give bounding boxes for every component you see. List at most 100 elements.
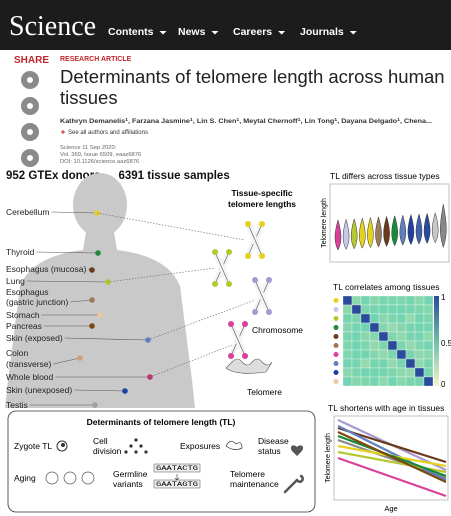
heatmap-cell (369, 340, 380, 351)
colorbar (434, 296, 439, 386)
heatmap-cell (387, 376, 398, 387)
axis-label: Age (384, 504, 397, 513)
heatmap-cell (369, 358, 380, 369)
heatmap-cell (369, 331, 380, 342)
heatmap-cell (342, 367, 353, 378)
author-affiliation: 1 (236, 117, 239, 122)
chromosome-outline (214, 251, 230, 285)
share-icon-glyph (27, 103, 33, 109)
heatmap-cell (360, 313, 371, 324)
colorbar-label: 1 (441, 293, 446, 302)
author-name: Dayana Delgado (341, 118, 397, 125)
tissue-leader (36, 251, 99, 254)
heatmap-cell (360, 376, 371, 387)
colorbar-label: 0 (441, 380, 446, 389)
nav-item[interactable]: Careers (233, 26, 272, 38)
share-icon-glyph (27, 129, 33, 135)
heatmap-cell (405, 295, 416, 306)
author-name: Farzana Jasmine (132, 118, 191, 125)
heatmap-cell (405, 358, 416, 369)
heatmap-cell (423, 376, 434, 387)
heatmap-cell (378, 322, 389, 333)
heatmap-cell (423, 340, 434, 351)
telomere-cap (252, 277, 258, 283)
tissue-leader (70, 299, 93, 303)
telomere-cap (226, 249, 232, 255)
heatmap-cell (342, 313, 353, 324)
author-name: Chena... (404, 118, 432, 125)
heatmap-cell (423, 295, 434, 306)
nav-caret (349, 31, 357, 35)
heatmap-cell (405, 376, 416, 387)
heatmap-cell (360, 331, 371, 342)
telomere-cap (212, 281, 218, 287)
heatmap-cell (414, 304, 425, 315)
author-affiliation: 1 (397, 117, 400, 122)
telomere-cap (266, 309, 272, 315)
heatmap-cell (369, 313, 380, 324)
heatmap-cell (396, 313, 407, 324)
logo[interactable]: Science (9, 11, 96, 42)
author-affiliation: 1 (298, 117, 301, 122)
tissue-leader (64, 337, 149, 341)
tissue-dot (89, 267, 95, 273)
determinant-label: Germline (113, 469, 148, 479)
article-title: tissues (60, 87, 118, 108)
heatmap-row-dot (333, 361, 339, 366)
chromosome-label: Chromosome (252, 325, 303, 335)
violin (383, 215, 390, 247)
heart-icon (290, 445, 304, 456)
tissue-leader (53, 357, 81, 365)
tissue-title: Tissue-specific (231, 188, 293, 198)
panel-title: TL shortens with age in tissues (328, 403, 444, 413)
author-separator: , (239, 118, 243, 125)
heatmap-cell (360, 295, 371, 306)
colorbar-label: 0.5 (441, 339, 451, 348)
heatmap-cell (342, 295, 353, 306)
heatmap-cell (414, 349, 425, 360)
heatmap-row-dot (333, 370, 339, 375)
determinant-label: division (93, 446, 122, 456)
determinant-label: Aging (14, 473, 36, 483)
nav-item[interactable]: Journals (300, 26, 344, 38)
heatmap-cell (405, 367, 416, 378)
violin (399, 214, 407, 246)
nav-item[interactable]: News (178, 26, 206, 38)
heatmap-cell (405, 322, 416, 333)
heatmap-cell (378, 331, 389, 342)
heatmap-cell (342, 376, 353, 387)
heatmap-cell (378, 349, 389, 360)
heatmap-cell (387, 304, 398, 315)
see-all[interactable]: See all authors and affiliations (68, 130, 148, 136)
tissue-title: telomere lengths (228, 199, 296, 209)
violin (440, 204, 447, 249)
connector (149, 344, 233, 378)
cell-icon (129, 444, 133, 448)
article-meta: DOI: 10.1126/science.aaz6876 (60, 159, 139, 165)
nav-item[interactable]: Contents (108, 26, 154, 38)
tissue-label: Skin (unexposed) (6, 385, 72, 395)
article-meta: Vol. 369, Issue 6509, eaaz6876 (60, 152, 141, 158)
heatmap-cell (396, 295, 407, 306)
telomere-cap (252, 309, 258, 315)
determinant-label: Exposures (180, 441, 220, 451)
heatmap-cell (351, 340, 362, 351)
heatmap-row-dot (333, 343, 339, 348)
heatmap-row-dot (333, 334, 339, 339)
trend-line (337, 425, 447, 481)
figure-heading: 952 GTEx donors → 6391 tissue samples (6, 170, 230, 182)
author-separator: , (301, 118, 305, 125)
heatmap-cell (378, 358, 389, 369)
trend-line (337, 431, 447, 483)
body-torso (5, 232, 195, 408)
telomere-cap (228, 353, 234, 359)
tissue-label: Skin (exposed) (6, 333, 63, 343)
violin (367, 216, 374, 249)
nav-caret (211, 31, 219, 35)
heatmap-cell (342, 340, 353, 351)
violin (431, 211, 439, 244)
heatmap-cell (360, 340, 371, 351)
heatmap-cell (405, 349, 416, 360)
heatmap-cell (396, 358, 407, 369)
